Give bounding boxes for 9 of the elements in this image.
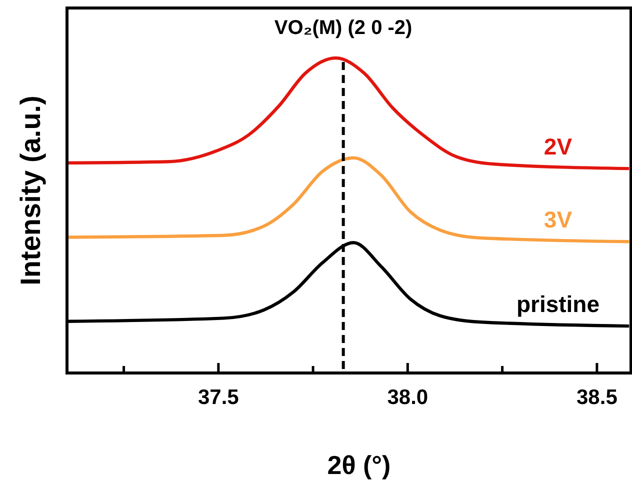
series-label: 3V <box>544 206 573 233</box>
series-label: 2V <box>544 134 573 160</box>
series-label: pristine <box>516 291 600 318</box>
y-axis-title: Intensity (a.u.) <box>15 96 46 286</box>
x-tick-label: 37.5 <box>198 386 240 409</box>
x-tick-label: 38.0 <box>387 386 428 409</box>
x-tick-label: 38.5 <box>576 386 618 409</box>
x-axis-title: 2θ (°) <box>327 450 391 480</box>
ref-line-label: VO₂(M) (2 0 -2) <box>274 17 412 39</box>
